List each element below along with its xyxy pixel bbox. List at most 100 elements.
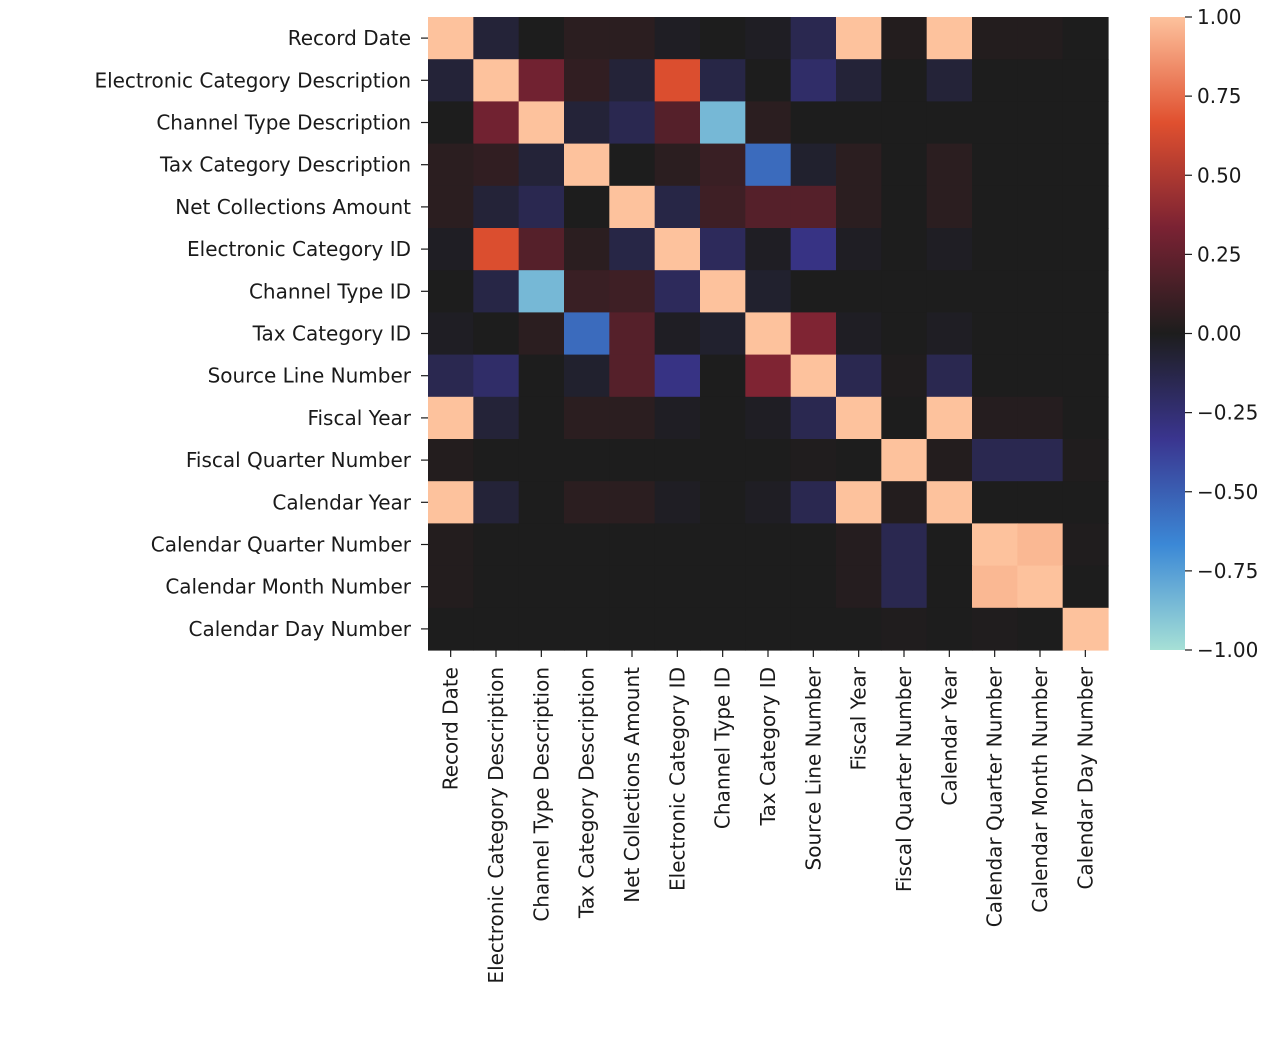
heatmap-cell [473,396,520,440]
heatmap-cell [654,439,701,482]
heatmap-cell [654,396,701,440]
heatmap-cell [1062,59,1109,102]
heatmap-cell [654,523,701,567]
y-tick-label: Calendar Quarter Number [151,533,412,557]
heatmap-cell [609,143,656,187]
heatmap-cell [881,59,928,102]
heatmap-cell [609,439,656,482]
y-tick-label: Calendar Month Number [165,575,411,599]
heatmap-cell [881,101,928,145]
heatmap-cell [1017,439,1064,482]
heatmap-cell [473,523,520,567]
heatmap-cell [609,101,656,145]
heatmap-cell [473,439,520,482]
heatmap-cell [1017,481,1064,524]
heatmap-cell [473,607,520,651]
heatmap-cell [700,101,746,145]
heatmap-cell [654,143,701,187]
heatmap-cell [836,565,882,609]
heatmap-cell [972,439,1018,482]
heatmap-cell [700,396,746,440]
heatmap-cell [836,396,882,440]
y-tick-label: Source Line Number [208,364,412,388]
heatmap-cell [881,439,928,482]
heatmap-cell [790,59,837,102]
x-tick-label: Fiscal Year [847,666,871,770]
colorbar-tick-label: −0.25 [1197,401,1258,425]
y-tick-label: Fiscal Quarter Number [186,448,412,472]
heatmap-cell [790,607,837,651]
heatmap-cell [1017,312,1064,356]
heatmap-cell [609,228,656,271]
heatmap-cell [790,439,837,482]
heatmap-cell [1062,354,1109,398]
heatmap-cell [972,270,1018,313]
heatmap-cell [926,228,973,271]
x-tick-label: Channel Type ID [711,667,735,829]
heatmap-cell [926,565,973,609]
heatmap-cell [881,523,928,567]
colorbar-tick-label: 0.00 [1197,322,1242,346]
heatmap-cell [1017,185,1064,229]
heatmap-cell [428,17,474,60]
heatmap-cell [972,17,1018,60]
heatmap-cell [836,17,882,60]
heatmap-cell [745,143,792,187]
heatmap-cell [564,17,610,60]
y-tick-label: Tax Category Description [159,153,411,177]
heatmap-cell [1017,607,1064,651]
heatmap-cell [564,185,610,229]
heatmap-cell [428,228,474,271]
heatmap-cell [881,228,928,271]
heatmap-cell [564,270,610,313]
heatmap-cell [745,439,792,482]
x-tick-label: Calendar Quarter Number [983,666,1007,927]
heatmap-cell [745,270,792,313]
x-tick-label: Net Collections Amount [620,667,644,903]
heatmap-cell [926,354,973,398]
heatmap-cell [518,185,565,229]
x-tick-label: Source Line Number [801,666,825,870]
heatmap-cell [473,481,520,524]
y-tick-label: Electronic Category ID [187,237,411,261]
heatmap-cell [926,607,973,651]
heatmap-cell [609,481,656,524]
heatmap-cell [1062,439,1109,482]
heatmap-cell [654,607,701,651]
heatmap-cell [1017,565,1064,609]
heatmap-cell [972,354,1018,398]
x-tick-label: Electronic Category ID [665,667,689,891]
heatmap-cell [790,101,837,145]
heatmap-cell [428,607,474,651]
heatmap-cell [1062,17,1109,60]
heatmap-cell [790,312,837,356]
heatmap-cell [518,101,565,145]
heatmap-cell [654,59,701,102]
heatmap-cell [1062,312,1109,356]
x-tick-label: Calendar Day Number [1073,666,1097,889]
heatmap-cell [428,523,474,567]
heatmap-cell [1062,565,1109,609]
heatmap-cell [564,481,610,524]
heatmap-cell [926,185,973,229]
heatmap-cell [745,607,792,651]
y-tick-label: Channel Type ID [249,279,411,303]
heatmap-cell [428,439,474,482]
colorbar-tick-label: 1.00 [1197,5,1242,29]
heatmap-cell [972,228,1018,271]
heatmap-cell [473,228,520,271]
heatmap-cell [654,565,701,609]
colorbar-tick-label: −0.50 [1197,480,1258,504]
heatmap-cell [881,354,928,398]
heatmap-cell [518,143,565,187]
heatmap-cell [700,270,746,313]
heatmap-cell [428,565,474,609]
heatmap-cell [1062,228,1109,271]
heatmap-cell [926,101,973,145]
heatmap-cell [881,396,928,440]
heatmap-cell [1062,101,1109,145]
heatmap-cell [1062,607,1109,651]
heatmap-cell [654,17,701,60]
heatmap-cell [881,565,928,609]
